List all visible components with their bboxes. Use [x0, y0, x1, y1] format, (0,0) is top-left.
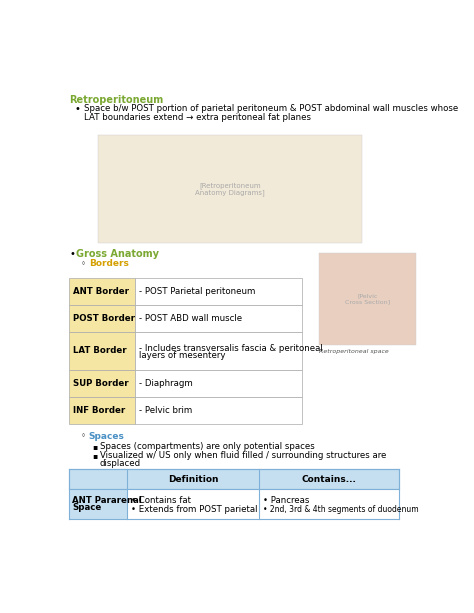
Text: POST Border: POST Border — [73, 313, 135, 322]
Text: Spaces: Spaces — [89, 432, 125, 441]
Text: Borders: Borders — [89, 259, 128, 268]
Text: [Retroperitoneum
Anatomy Diagrams]: [Retroperitoneum Anatomy Diagrams] — [195, 182, 264, 196]
Bar — [128, 489, 259, 519]
Text: ▪: ▪ — [92, 451, 97, 460]
Bar — [69, 278, 135, 305]
Text: •: • — [75, 104, 81, 115]
Bar — [98, 135, 362, 243]
Bar — [319, 253, 416, 345]
Bar — [135, 370, 302, 397]
Text: ANT Border: ANT Border — [73, 287, 129, 295]
Text: ▪: ▪ — [92, 441, 97, 451]
Text: - Diaphragm: - Diaphragm — [139, 379, 193, 388]
Text: Retroperitoneum: Retroperitoneum — [69, 95, 164, 105]
Text: ◦: ◦ — [81, 259, 86, 268]
Bar — [69, 305, 135, 332]
Text: ANT Pararenal: ANT Pararenal — [73, 495, 142, 504]
Bar — [135, 332, 302, 370]
Text: [Pelvic
Cross Section]: [Pelvic Cross Section] — [345, 294, 390, 305]
Bar — [69, 332, 135, 370]
Text: layers of mesentery: layers of mesentery — [139, 351, 226, 360]
Bar — [69, 489, 128, 519]
Text: INF Border: INF Border — [73, 406, 126, 415]
Text: ◦: ◦ — [81, 432, 86, 441]
Text: - POST ABD wall muscle: - POST ABD wall muscle — [139, 313, 242, 322]
Text: • Contains fat: • Contains fat — [131, 495, 191, 504]
Text: - Pelvic brim: - Pelvic brim — [139, 406, 192, 415]
Bar — [135, 305, 302, 332]
Text: Visualized w/ US only when fluid filled / surrounding structures are: Visualized w/ US only when fluid filled … — [100, 451, 386, 460]
Text: Space b/w POST portion of parietal peritoneum & POST abdominal wall muscles whos: Space b/w POST portion of parietal perit… — [84, 104, 458, 113]
Bar — [135, 278, 302, 305]
Bar — [259, 489, 399, 519]
Text: Retroperitoneal space: Retroperitoneal space — [319, 349, 389, 354]
Bar — [69, 397, 135, 424]
Text: Gross Anatomy: Gross Anatomy — [76, 249, 159, 259]
Text: Spaces (compartments) are only potential spaces: Spaces (compartments) are only potential… — [100, 441, 314, 451]
Text: - Includes transversalis fascia & peritoneal: - Includes transversalis fascia & perito… — [139, 344, 323, 353]
Bar — [69, 470, 399, 489]
Bar — [69, 370, 135, 397]
Text: • Extends from POST parietal: • Extends from POST parietal — [131, 504, 258, 514]
Text: •: • — [69, 249, 75, 259]
Text: • Pancreas: • Pancreas — [263, 495, 310, 504]
Text: LAT boundaries extend → extra peritoneal fat planes: LAT boundaries extend → extra peritoneal… — [84, 113, 311, 122]
Bar — [135, 397, 302, 424]
Text: • 2nd, 3rd & 4th segments of duodenum: • 2nd, 3rd & 4th segments of duodenum — [263, 504, 419, 514]
Text: Contains...: Contains... — [301, 475, 356, 484]
Text: SUP Border: SUP Border — [73, 379, 129, 388]
Text: displaced: displaced — [100, 459, 141, 468]
Text: - POST Parietal peritoneum: - POST Parietal peritoneum — [139, 287, 255, 295]
Text: Space: Space — [73, 503, 102, 512]
Text: LAT Border: LAT Border — [73, 346, 127, 356]
Text: Definition: Definition — [168, 475, 219, 484]
